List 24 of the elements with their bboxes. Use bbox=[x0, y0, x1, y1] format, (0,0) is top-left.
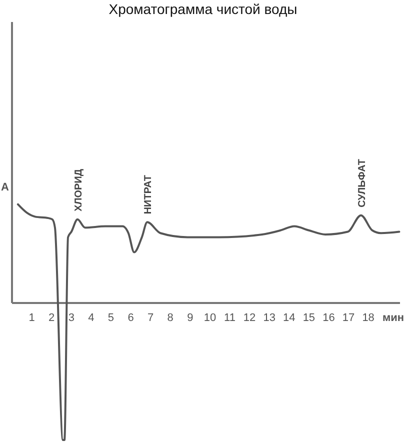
chart-title: Хроматограмма чистой воды bbox=[108, 1, 298, 17]
x-tick-label: 2 bbox=[48, 312, 55, 324]
x-tick-label: 14 bbox=[283, 312, 296, 324]
x-tick-label: 9 bbox=[187, 312, 194, 324]
x-tick-label: 5 bbox=[108, 312, 114, 324]
x-tick-label: 3 bbox=[68, 312, 74, 324]
x-tick-label: 10 bbox=[204, 312, 216, 324]
annotation: НИТРАТ bbox=[143, 175, 154, 214]
y-axis-title: А bbox=[1, 182, 9, 194]
annotation: СУЛЬФАТ bbox=[357, 159, 368, 208]
x-tick-label: 4 bbox=[88, 312, 94, 324]
x-axis-title: мин bbox=[382, 312, 404, 324]
x-tick-label: 15 bbox=[302, 312, 316, 324]
x-tick-label: 13 bbox=[263, 312, 276, 324]
x-tick-label: 12 bbox=[243, 312, 256, 324]
x-tick-label: 6 bbox=[128, 312, 134, 324]
x-tick-label: 17 bbox=[342, 312, 355, 324]
x-tick-label: 1 bbox=[28, 312, 35, 324]
x-tick-label: 7 bbox=[148, 312, 154, 324]
x-tick-label: 11 bbox=[224, 312, 236, 324]
x-tick-label: 8 bbox=[167, 312, 174, 324]
x-tick-label: 16 bbox=[322, 312, 335, 324]
x-tick-label: 18 bbox=[362, 312, 374, 324]
annotation: ХЛОРИД bbox=[74, 168, 85, 212]
